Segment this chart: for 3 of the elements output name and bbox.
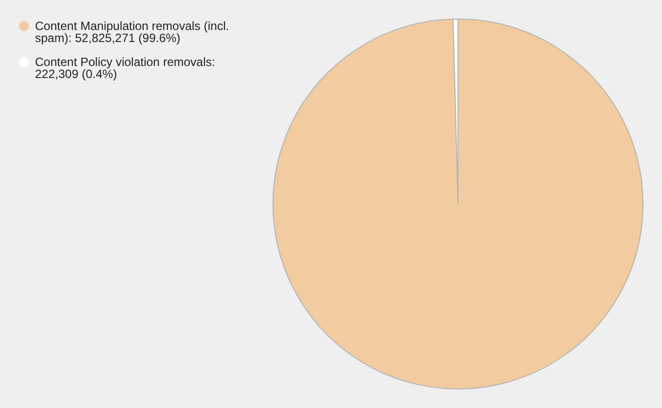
- pie-slice: [272, 18, 644, 390]
- legend-label: Content Manipulation removals (incl. spam): 52,825,271 (99.6%): [35, 19, 230, 45]
- legend-label: Content Policy violation removals: 222,309 (0.4%): [35, 55, 216, 81]
